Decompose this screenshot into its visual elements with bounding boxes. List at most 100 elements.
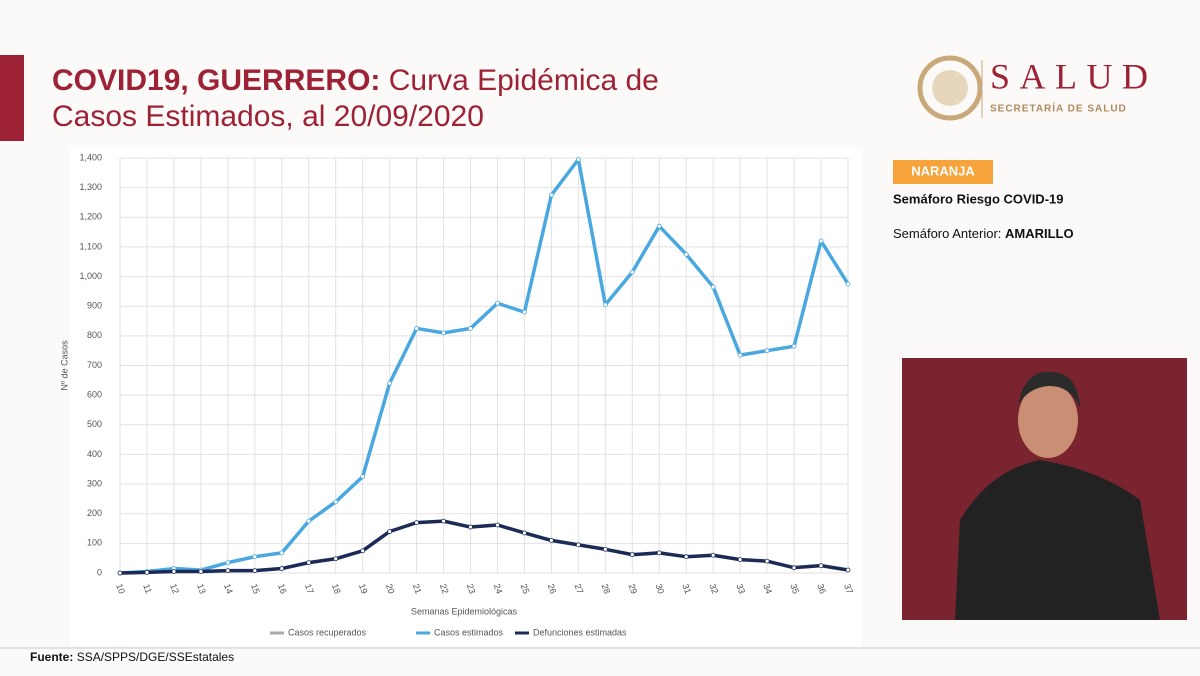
point: [144, 570, 150, 575]
series-line: [119, 157, 850, 575]
x-tick-label: 18: [330, 582, 343, 595]
point: [549, 537, 554, 543]
y-tick-label: 700: [87, 360, 102, 370]
y-tick-label: 200: [87, 508, 102, 518]
point: [683, 251, 689, 257]
badge-text: NARANJA: [911, 163, 975, 178]
y-tick-label: 100: [87, 538, 102, 548]
x-tick-label: 13: [195, 582, 208, 595]
x-tick-label: 31: [680, 582, 693, 595]
point: [764, 348, 770, 354]
point: [629, 552, 635, 558]
x-tick-label: 25: [519, 582, 532, 595]
point: [279, 566, 285, 571]
x-tick-label: 22: [438, 582, 451, 595]
y-axis-label: Nº de Casos: [59, 340, 69, 391]
point: [333, 499, 339, 505]
x-tick-label: 27: [573, 582, 586, 595]
x-tick-label: 24: [492, 582, 505, 595]
x-tick-label: 23: [465, 582, 478, 595]
point: [171, 569, 177, 574]
source-text: SSA/SPPS/DGE/SSEstatales: [77, 650, 234, 664]
point: [441, 330, 446, 336]
y-tick-label: 1,300: [79, 182, 102, 192]
y-tick-label: 500: [87, 419, 102, 429]
x-tick-label: 12: [168, 582, 181, 595]
point: [845, 281, 851, 287]
badge: [893, 160, 993, 184]
x-tick-label: 16: [276, 582, 289, 595]
point: [710, 552, 716, 558]
accent-bar: [0, 55, 24, 141]
point: [225, 568, 231, 574]
point: [549, 192, 554, 198]
point: [629, 269, 635, 275]
previous-label: Semáforo Anterior:: [893, 226, 1001, 241]
x-tick-label: 34: [761, 582, 774, 595]
x-tick-label: 32: [707, 582, 720, 595]
point: [252, 568, 258, 574]
point: [710, 284, 716, 290]
point: [495, 522, 500, 528]
previous-value: AMARILLO: [1005, 226, 1074, 241]
chart-area: [70, 148, 862, 646]
source-label: Fuente:: [30, 650, 73, 664]
y-tick-label: 400: [87, 449, 102, 459]
point: [468, 524, 473, 530]
y-tick-label: 600: [87, 390, 102, 400]
x-tick-label: 11: [141, 583, 154, 595]
x-tick-label: 10: [114, 582, 127, 595]
legend-label: Casos estimados: [434, 627, 504, 637]
y-tick-label: 1,200: [79, 212, 102, 222]
point: [791, 565, 797, 571]
x-tick-label: 19: [357, 582, 370, 595]
legend-label: Defunciones estimadas: [533, 627, 627, 637]
logo-subtitle: SECRETARÍA DE SALUD: [990, 102, 1127, 115]
point: [656, 550, 662, 556]
x-tick-label: 15: [249, 582, 262, 595]
emblem: [917, 55, 983, 121]
video-person: [955, 460, 1160, 620]
y-tick-label: 800: [87, 330, 102, 340]
risk-label: Semáforo Riesgo COVID-19: [893, 191, 1064, 206]
x-tick-label: 36: [815, 582, 828, 595]
y-tick-label: 300: [87, 478, 102, 488]
x-tick-label: 37: [842, 582, 855, 595]
y-tick-label: 0: [97, 567, 102, 577]
point: [441, 518, 446, 524]
x-tick-label: 33: [734, 582, 747, 595]
y-tick-label: 1,400: [79, 152, 102, 162]
point: [306, 518, 312, 524]
x-tick-label: 35: [788, 582, 801, 595]
point: [737, 352, 743, 358]
y-tick-label: 1,000: [79, 271, 102, 281]
point: [522, 530, 527, 536]
title: Curva Epidémica de: [389, 64, 659, 97]
y-tick-label: 1,100: [79, 241, 102, 251]
x-axis-label: Semanas Epidemiológicas: [411, 606, 518, 616]
point: [360, 474, 366, 480]
point: [387, 380, 393, 386]
x-tick-label: 28: [600, 582, 613, 595]
video-hair: [1018, 371, 1080, 408]
emblem-center: [932, 70, 968, 106]
logo-name: SALUD: [990, 56, 1148, 96]
title-bold: COVID19, GUERRERO:: [52, 64, 380, 97]
point: [387, 529, 393, 534]
y-tick-label: 900: [87, 301, 102, 311]
point: [818, 238, 824, 244]
x-tick-label: 30: [653, 582, 666, 595]
point: [656, 223, 662, 229]
x-tick-label: 17: [303, 582, 316, 595]
point: [495, 300, 500, 306]
series-line: [119, 519, 849, 575]
point: [791, 343, 797, 349]
point: [252, 554, 258, 560]
x-tick-label: 26: [546, 582, 559, 595]
point: [360, 548, 366, 554]
point: [818, 563, 824, 568]
previous: Semáforo Anterior: AMARILLO: [893, 226, 1074, 241]
legend-label: Casos recuperados: [288, 627, 367, 637]
point: [737, 557, 743, 563]
point: [468, 326, 473, 331]
